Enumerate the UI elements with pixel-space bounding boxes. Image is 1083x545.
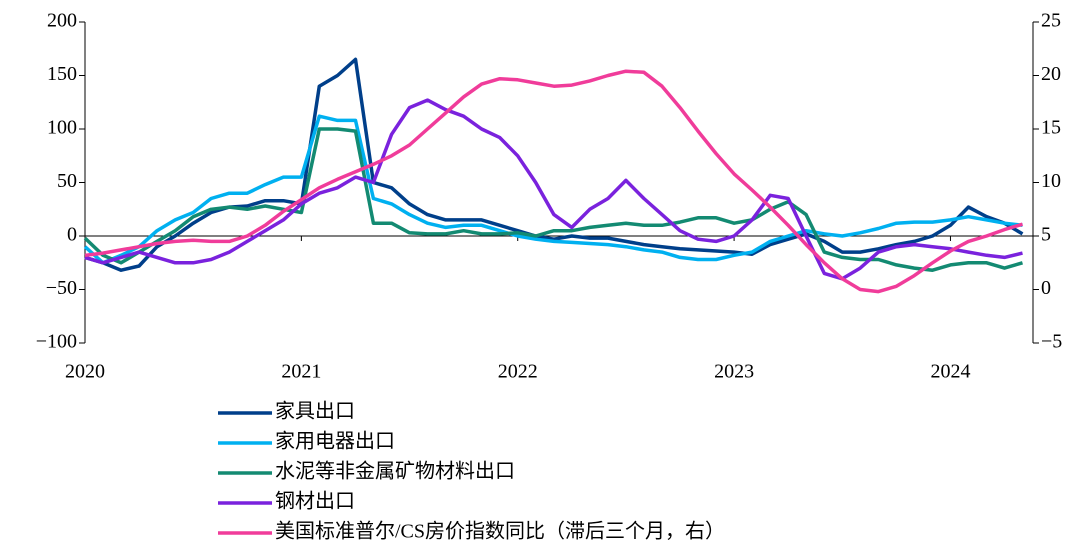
legend-label: 美国标准普尔/CS房价指数同比（滞后三个月，右）: [275, 520, 725, 543]
x-tick-label: 2024: [930, 361, 970, 383]
legend-label: 家用电器出口: [275, 430, 395, 453]
y2-tick-label: 10: [1041, 170, 1061, 192]
y2-tick-label: 5: [1041, 224, 1051, 246]
y-tick-label: 150: [47, 63, 77, 85]
y-tick-label: 200: [47, 10, 77, 32]
y2-tick-label: 25: [1041, 10, 1061, 32]
y-tick-label: 100: [47, 117, 77, 139]
series-line: [83, 127, 1023, 272]
y2-tick-label: 15: [1041, 117, 1061, 139]
series-line: [83, 114, 1023, 265]
y2-tick-label: 0: [1041, 277, 1051, 299]
series-line: [84, 69, 1024, 294]
legend-label: 水泥等非金属矿物材料出口: [275, 460, 515, 483]
series-line: [84, 57, 1024, 272]
y-tick-label: 0: [67, 224, 77, 246]
series-line: [84, 98, 1023, 281]
y-tick-label: −100: [36, 331, 77, 353]
x-tick-label: 2020: [65, 361, 105, 383]
legend-label: 钢材出口: [275, 490, 355, 513]
x-tick-label: 2023: [714, 361, 754, 383]
legend-label: 家具出口: [275, 400, 355, 423]
y2-tick-label: 20: [1041, 63, 1061, 85]
y-tick-label: 50: [57, 170, 77, 192]
y2-tick-label: −5: [1041, 331, 1062, 353]
x-tick-label: 2022: [498, 361, 538, 383]
x-tick-label: 2021: [281, 361, 321, 383]
y-tick-label: −50: [46, 277, 77, 299]
